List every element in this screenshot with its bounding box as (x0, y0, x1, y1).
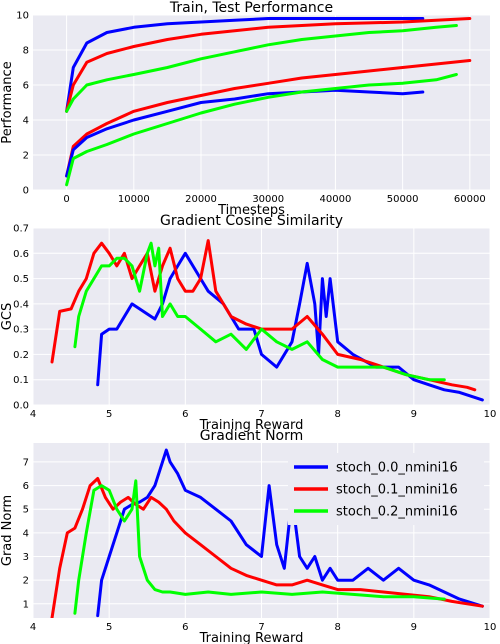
chart-title: Gradient Cosine Similarity (160, 213, 343, 229)
series-line-3 (73, 479, 446, 615)
series-line-2 (50, 477, 484, 618)
x-tick-label: 10 (484, 622, 497, 633)
chart-title: Gradient Norm (200, 428, 304, 444)
y-tick-label: 5 (23, 505, 29, 516)
series-line-1 (65, 17, 425, 113)
y-tick-label: 4 (23, 116, 29, 127)
x-tick-label: 9 (411, 409, 417, 420)
x-tick-label: 7 (258, 409, 264, 420)
chart-panel-2: 4 5 6 7 8 9 10 0.0 0.1 0.2 0.3 0.4 0.5 0.6 0.7 Gradient… (0, 213, 496, 433)
y-tick-label: 0.4 (13, 299, 29, 310)
legend-label: stoch_0.1_nmini16 (336, 483, 458, 498)
series-line-1 (96, 448, 484, 618)
y-tick-label: 4 (23, 528, 29, 539)
series-line-4 (65, 59, 472, 178)
x-tick-label: 8 (334, 409, 340, 420)
y-tick-label: 1 (23, 599, 29, 610)
y-tick-label: 0.0 (13, 401, 29, 412)
series-line-1 (96, 251, 484, 402)
x-axis-label: Training Reward (199, 631, 304, 644)
x-tick-label: 10 (484, 409, 497, 420)
x-tick-label: 50000 (387, 194, 419, 205)
x-tick-label: 0 (63, 194, 69, 205)
y-tick-label: 10 (16, 11, 29, 22)
series-line-6 (65, 73, 458, 187)
series-group (50, 239, 484, 402)
y-tick-label: 2 (23, 151, 29, 162)
y-tick-label: 0.3 (13, 325, 29, 336)
series-line-3 (73, 241, 446, 382)
series-line-2 (50, 239, 477, 392)
y-tick-label: 0.7 (13, 224, 29, 235)
series-line-2 (65, 17, 472, 113)
x-tick-label: 20000 (185, 194, 217, 205)
y-axis-label: Performance (0, 61, 15, 143)
x-tick-label: 7 (258, 622, 264, 633)
x-tick-label: 6 (182, 409, 188, 420)
plot-area (33, 15, 490, 190)
chart-panel-3: 4 5 6 7 8 9 10 1 2 3 4 5 6 7 Gradient Norm Training Rew… (0, 428, 496, 644)
y-tick-label: 0.1 (13, 375, 29, 386)
series-line-5 (65, 88, 425, 178)
y-tick-label: 0.6 (13, 249, 29, 260)
y-tick-label: 8 (23, 46, 29, 57)
y-tick-label: 6 (23, 481, 29, 492)
legend-label: stoch_0.0_nmini16 (336, 461, 458, 476)
x-tick-label: 9 (411, 622, 417, 633)
x-axis-label: Training Reward (199, 418, 304, 433)
x-tick-label: 5 (106, 409, 112, 420)
y-axis-label: Grad Norm (0, 495, 15, 566)
series-group (65, 17, 472, 187)
x-tick-label: 8 (334, 622, 340, 633)
y-tick-label: 6 (23, 81, 29, 92)
y-tick-label: 3 (23, 552, 29, 563)
x-tick-label: 5 (106, 622, 112, 633)
y-tick-label: 7 (23, 457, 29, 468)
y-tick-label: 0.2 (13, 350, 29, 361)
x-tick-label: 4 (30, 622, 36, 633)
legend: stoch_0.0_nmini16 stoch_0.1_nmini16 stoch_… (288, 453, 484, 525)
x-tick-label: 6 (182, 622, 188, 633)
chart-panel-1: 0 10000 20000 30000 40000 50000 60000 0 2 4 6 8 10 Tr… (0, 0, 490, 218)
y-tick-label: 2 (23, 576, 29, 587)
x-tick-label: 4 (30, 409, 36, 420)
x-tick-label: 10000 (118, 194, 150, 205)
y-tick-label: 0 (23, 186, 29, 197)
x-axis-label: Timesteps (217, 203, 285, 218)
x-tick-label: 40000 (320, 194, 352, 205)
x-tick-label: 30000 (252, 194, 284, 205)
legend-label: stoch_0.2_nmini16 (336, 505, 458, 520)
series-line-3 (65, 24, 458, 113)
chart-title: Train, Test Performance (169, 0, 333, 16)
x-tick-label: 60000 (454, 194, 486, 205)
y-tick-label: 0.5 (13, 274, 29, 285)
series-group (50, 448, 484, 618)
y-axis-label: GCS (0, 303, 15, 330)
